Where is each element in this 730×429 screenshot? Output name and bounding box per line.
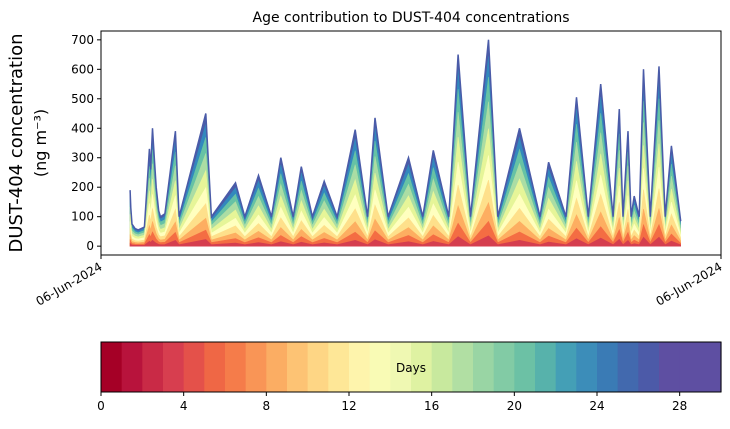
colorbar-swatch [535, 342, 557, 392]
series-total-line [129, 39, 682, 231]
x-tick-label: 06-Jun-2024 [34, 259, 105, 308]
colorbar-swatch [142, 342, 164, 392]
colorbar-swatch [287, 342, 309, 392]
age-layer-1 [129, 235, 681, 247]
y-tick-label: 600 [71, 62, 94, 76]
colorbar-swatch [576, 342, 598, 392]
x-axis: 06-Jun-2024 06-Jun-2024 [34, 255, 725, 309]
plot-area [129, 39, 682, 247]
colorbar-tick-label: 16 [424, 399, 439, 413]
colorbar-swatch [369, 342, 391, 392]
colorbar-swatch [431, 342, 453, 392]
colorbar-swatch [390, 342, 412, 392]
colorbar-swatch [183, 342, 205, 392]
colorbar-swatch [473, 342, 495, 392]
colorbar-swatch [555, 342, 577, 392]
colorbar-tick-label: 28 [672, 399, 687, 413]
colorbar-swatch [101, 342, 123, 392]
y-tick-label: 700 [71, 33, 94, 47]
colorbar-swatch [204, 342, 226, 392]
colorbar-swatch [328, 342, 350, 392]
y-axis-label-line1: DUST-404 concentration [6, 33, 27, 252]
colorbar-tick-label: 4 [180, 399, 188, 413]
y-tick-label: 0 [86, 239, 94, 253]
chart-title: Age contribution to DUST-404 concentrati… [253, 10, 570, 26]
colorbar-tick-label: 8 [263, 399, 271, 413]
colorbar-swatch [266, 342, 288, 392]
colorbar-swatch [638, 342, 660, 392]
x-tick-label: 06-Jun-2024 [654, 259, 725, 308]
colorbar-ticks: 0 4 8 12 16 20 24 28 [97, 392, 687, 413]
y-tick-label: 100 [71, 210, 94, 224]
colorbar-swatch [597, 342, 619, 392]
colorbar-frame [100, 341, 722, 393]
colorbar-swatch [679, 342, 701, 392]
y-tick-label: 500 [71, 92, 94, 106]
colorbar-swatch [411, 342, 433, 392]
y-axis-label-line2: (ng m⁻³) [31, 109, 50, 177]
colorbar-tick-label: 0 [97, 399, 105, 413]
colorbar-tick-label: 24 [589, 399, 604, 413]
colorbar-swatch [349, 342, 371, 392]
colorbar-label: Days [396, 361, 426, 375]
plot-frame [100, 30, 722, 256]
colorbar-swatch [514, 342, 536, 392]
colorbar [101, 342, 722, 392]
colorbar-swatch [700, 342, 722, 392]
y-tick-label: 200 [71, 180, 94, 194]
y-axis: 0 100 200 300 400 500 600 700 [71, 33, 101, 253]
y-tick-label: 400 [71, 121, 94, 135]
colorbar-tick-label: 20 [507, 399, 522, 413]
y-tick-label: 300 [71, 151, 94, 165]
colorbar-tick-label: 12 [341, 399, 356, 413]
colorbar-swatch [617, 342, 639, 392]
colorbar-swatch [225, 342, 247, 392]
colorbar-swatch [452, 342, 474, 392]
colorbar-swatch [245, 342, 267, 392]
colorbar-swatch [493, 342, 515, 392]
colorbar-swatch [121, 342, 143, 392]
colorbar-swatch [307, 342, 329, 392]
colorbar-swatch [659, 342, 681, 392]
colorbar-swatch [163, 342, 185, 392]
